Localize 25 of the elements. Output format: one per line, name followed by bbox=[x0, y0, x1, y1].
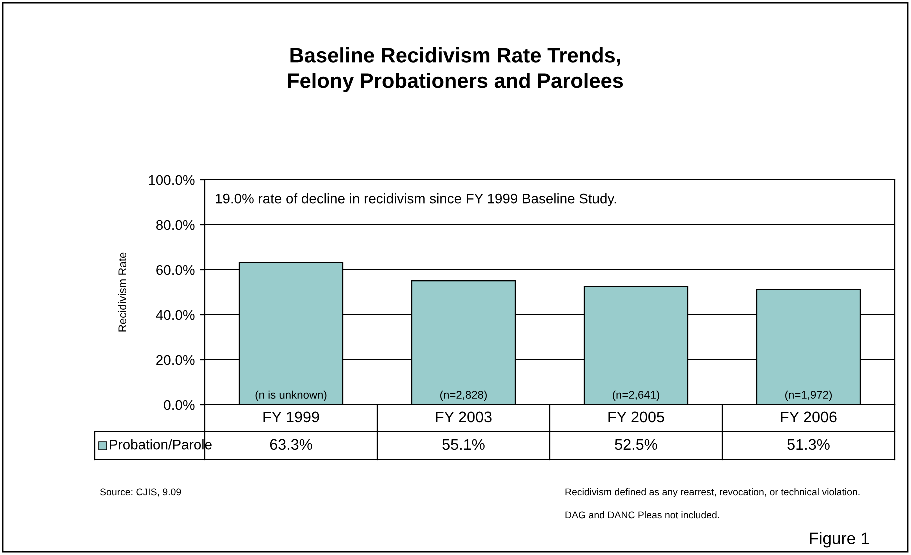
annotation: (n=2,641) bbox=[613, 390, 660, 402]
x-tick-label: FY 1999 bbox=[264, 412, 320, 423]
y-tick-label: 20.0% bbox=[156, 355, 195, 366]
text: Recidivism defined as any rearrest, revocation, or technical violation. bbox=[566, 488, 860, 498]
x-tick-label: FY 2005 bbox=[608, 412, 664, 423]
data-label: 63.3% bbox=[270, 439, 312, 450]
source-note: Source: CJIS, 9.09 bbox=[100, 488, 182, 497]
y-tick-label: 0.0% bbox=[164, 400, 195, 410]
x-tick-label: FY 2006 bbox=[781, 412, 837, 423]
text: DAG and DANC Pleas not included. bbox=[566, 511, 720, 519]
y-tick-label: 80.0% bbox=[156, 220, 195, 230]
y-tick-label: 100.0% bbox=[149, 175, 195, 186]
y-tick-label: 60.0% bbox=[156, 265, 195, 276]
annotation: 19.0% rate of decline in recidivism since FY 1999 Baseline Study. bbox=[216, 194, 616, 206]
data-label: 52.5% bbox=[615, 439, 658, 450]
annotation: (n=1,972) bbox=[786, 390, 832, 402]
data-label: 51.3% bbox=[788, 439, 830, 450]
caption: Figure 1 bbox=[810, 532, 870, 548]
x-tick-label: FY 2003 bbox=[436, 412, 492, 423]
y-axis-title: Recidivism Rate bbox=[118, 252, 127, 332]
annotation: (n=2,828) bbox=[440, 390, 487, 402]
data-label: 55.1% bbox=[442, 439, 485, 450]
y-tick-label: 40.0% bbox=[156, 310, 195, 320]
annotation: (n is unknown) bbox=[256, 390, 327, 402]
chart-title: Baseline Recidivism Rate Trends, Felony Probationers and Parolees bbox=[288, 48, 624, 92]
